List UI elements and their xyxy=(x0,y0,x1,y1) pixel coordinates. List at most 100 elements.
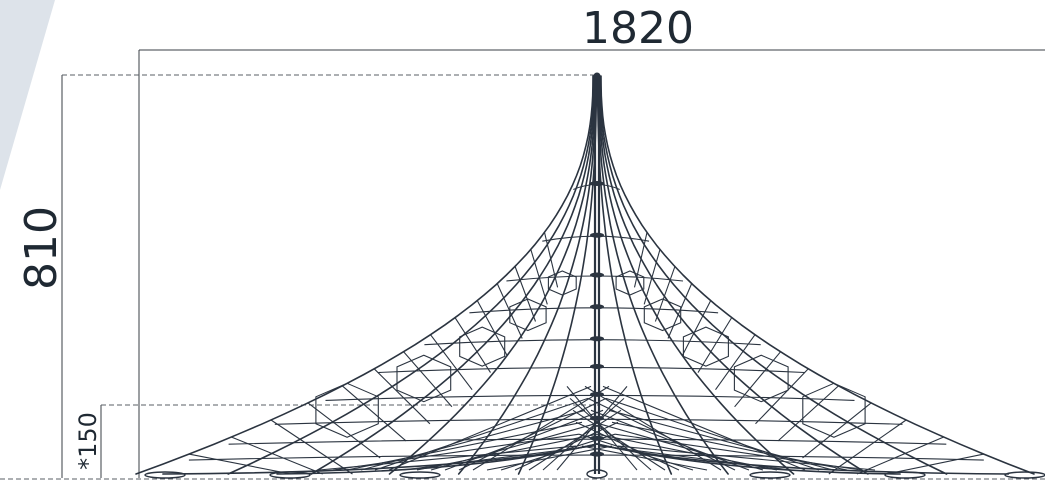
dropper-rope-right-2 xyxy=(643,249,661,305)
profile-rope-right-1 xyxy=(599,75,948,475)
tier-rope-9 xyxy=(188,454,984,461)
ground-anchor-0 xyxy=(144,471,186,479)
profile-rope-right-2 xyxy=(598,75,869,475)
cross-rope-right-2 xyxy=(572,409,666,471)
net-cell-left-1 xyxy=(509,298,547,332)
height-label: 810 xyxy=(16,206,67,290)
profile-rope-left-4 xyxy=(457,75,597,475)
profile-rope-right-3 xyxy=(598,75,795,475)
cross-rope-left-0 xyxy=(556,386,628,471)
dropper-rope-right-3 xyxy=(654,266,676,322)
net-cell-left-3 xyxy=(396,354,452,403)
dropper-rope-left-6 xyxy=(454,317,491,373)
dropper-rope-right-13 xyxy=(856,436,944,475)
net-cell-right-0 xyxy=(615,270,645,296)
dropper-rope-right-9 xyxy=(755,368,809,425)
tier-rope-5 xyxy=(378,366,805,374)
profile-rope-right-4 xyxy=(597,75,729,475)
cross-rope-left-13 xyxy=(374,397,589,471)
profile-rope-left-3 xyxy=(388,75,596,475)
dropper-rope-left-10 xyxy=(342,385,407,442)
mast-knot-8 xyxy=(590,435,604,441)
rope-net-structure xyxy=(135,72,1045,479)
profile-rope-left-2 xyxy=(310,75,596,475)
fall-height-label: *150 xyxy=(74,412,102,470)
net-cell-right-4 xyxy=(802,382,866,438)
cross-rope-left-11 xyxy=(402,445,595,471)
cross-rope-right-6 xyxy=(584,385,722,471)
cross-rope-left-8 xyxy=(444,409,604,471)
dropper-rope-left-7 xyxy=(430,334,473,391)
cross-rope-right-16 xyxy=(614,433,862,471)
cross-rope-left-3 xyxy=(514,421,619,471)
profile-rope-left-1 xyxy=(227,75,595,475)
dropper-rope-left-12 xyxy=(270,419,353,475)
mast-knot-0 xyxy=(590,181,604,186)
mast-knot-9 xyxy=(590,451,604,457)
net-cell-right-1 xyxy=(643,298,682,332)
tier-rope-8 xyxy=(228,438,947,445)
mast-knot-4 xyxy=(590,336,604,342)
ground-anchor-5 xyxy=(1004,471,1045,479)
mast-foot xyxy=(586,469,608,479)
width-dimension: 1820 xyxy=(138,3,1045,478)
profile-rope-left-5 xyxy=(517,75,598,475)
cross-rope-right-8 xyxy=(590,409,750,471)
dropper-rope-left-9 xyxy=(373,368,431,425)
height-dimension: 810 xyxy=(16,74,596,478)
dropper-rope-left-2 xyxy=(530,249,548,305)
dropper-rope-right-5 xyxy=(681,300,712,356)
mast-knot-2 xyxy=(590,272,604,278)
dropper-rope-left-14 xyxy=(188,453,292,475)
fall-height-dimension: *150 xyxy=(74,404,598,478)
cross-rope-left-12 xyxy=(388,385,592,471)
mast-knot-1 xyxy=(590,232,604,238)
net-cell-left-0 xyxy=(547,270,577,296)
net-cell-left-2 xyxy=(459,326,506,367)
dropper-rope-right-10 xyxy=(777,385,839,442)
mast-knot-3 xyxy=(590,304,604,310)
dropper-rope-left-3 xyxy=(514,266,537,322)
dropper-rope-right-6 xyxy=(697,317,733,373)
cross-rope-right-7 xyxy=(587,397,736,471)
dropper-rope-right-4 xyxy=(667,283,693,339)
base-sweep-rope-1 xyxy=(276,443,598,475)
cross-rope-left-16 xyxy=(332,433,580,471)
mast-knot-5 xyxy=(590,364,604,369)
cross-rope-right-13 xyxy=(605,397,820,471)
width-label: 1820 xyxy=(582,3,694,54)
net-cell-right-2 xyxy=(682,326,729,367)
dropper-rope-left-8 xyxy=(403,351,453,408)
dropper-rope-right-7 xyxy=(715,334,756,391)
profile-rope-right-5 xyxy=(596,75,673,475)
profile-rope-left-0 xyxy=(135,75,594,475)
dropper-rope-left-5 xyxy=(476,300,508,356)
net-cell-left-4 xyxy=(315,382,379,438)
dropper-rope-right-8 xyxy=(734,351,781,408)
mast-top-cap xyxy=(593,72,601,80)
cross-rope-left-17 xyxy=(318,445,577,471)
cross-rope-right-17 xyxy=(617,445,876,471)
profile-rope-right-0 xyxy=(600,75,1035,475)
dropper-rope-right-14 xyxy=(886,453,984,475)
cross-rope-left-6 xyxy=(472,385,610,471)
cross-rope-right-5 xyxy=(581,445,708,471)
cross-rope-right-0 xyxy=(566,386,638,471)
cross-rope-right-12 xyxy=(602,385,806,471)
cross-rope-left-5 xyxy=(486,445,613,471)
dropper-rope-right-11 xyxy=(802,402,872,459)
ground-anchor-3 xyxy=(749,471,791,479)
dropper-rope-right-12 xyxy=(828,419,907,475)
dropper-rope-left-1 xyxy=(543,232,559,288)
ground-anchor-2 xyxy=(399,471,441,479)
dropper-rope-left-11 xyxy=(307,402,381,459)
base-sweep-rope-3 xyxy=(596,443,901,475)
corner-banner xyxy=(0,0,55,190)
cross-rope-right-3 xyxy=(575,421,680,471)
cross-rope-left-2 xyxy=(528,409,622,471)
dropper-rope-left-13 xyxy=(231,436,323,475)
net-cell-right-3 xyxy=(733,354,789,403)
dropper-rope-right-1 xyxy=(633,232,648,288)
